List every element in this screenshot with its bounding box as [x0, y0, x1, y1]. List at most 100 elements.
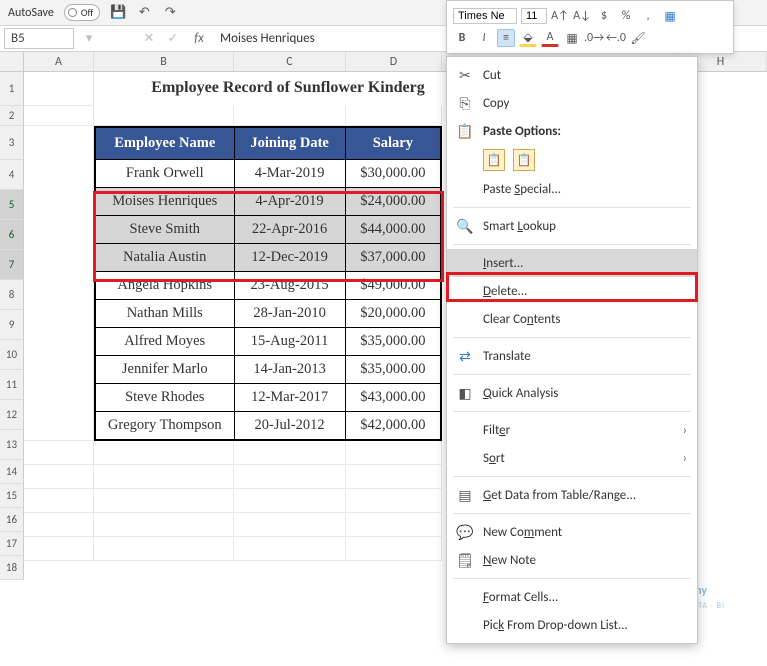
row-header-18[interactable]: 18: [0, 556, 24, 580]
cell-name[interactable]: Angela Hopkins: [95, 272, 234, 300]
font-name-input[interactable]: [453, 8, 517, 24]
cell[interactable]: [346, 489, 442, 513]
cell-name[interactable]: Steve Rhodes: [95, 384, 234, 412]
menu-smart-lookup[interactable]: 🔍 Smart Lookup: [447, 212, 697, 240]
cell[interactable]: [346, 106, 442, 126]
col-header-a[interactable]: A: [24, 52, 94, 71]
cell[interactable]: [24, 513, 94, 537]
row-header-1[interactable]: 1: [0, 72, 24, 106]
cell[interactable]: [346, 513, 442, 537]
row-header-9[interactable]: 9: [0, 310, 24, 340]
row-header-16[interactable]: 16: [0, 508, 24, 532]
table-row[interactable]: Angela Hopkins23-Aug-2015$49,000.00: [95, 272, 441, 300]
increase-font-icon[interactable]: A↑: [551, 7, 569, 25]
cell[interactable]: [94, 441, 234, 465]
format-painter-icon[interactable]: 🖌: [629, 29, 647, 47]
cell[interactable]: [234, 537, 346, 561]
name-box-dropdown-icon[interactable]: ▾: [80, 31, 98, 46]
menu-insert[interactable]: Insert...: [447, 249, 697, 277]
row-header-15[interactable]: 15: [0, 484, 24, 508]
row-header-12[interactable]: 12: [0, 400, 24, 430]
cell[interactable]: [94, 537, 234, 561]
align-icon[interactable]: ≡: [497, 29, 515, 47]
cell[interactable]: [94, 489, 234, 513]
menu-quick-analysis[interactable]: ◧ Quick Analysis: [447, 379, 697, 407]
cell[interactable]: [346, 537, 442, 561]
fx-icon[interactable]: fx: [188, 31, 210, 46]
col-header-c[interactable]: C: [234, 52, 346, 71]
font-size-input[interactable]: [521, 8, 547, 24]
cell[interactable]: [24, 106, 94, 126]
cell[interactable]: [94, 465, 234, 489]
cell-salary[interactable]: $43,000.00: [345, 384, 441, 412]
table-row[interactable]: Steve Smith22-Apr-2016$44,000.00: [95, 216, 441, 244]
cell[interactable]: [24, 489, 94, 513]
conditional-format-icon[interactable]: ▦: [661, 7, 679, 25]
cell-date[interactable]: 4-Apr-2019: [234, 188, 345, 216]
cell-name[interactable]: Frank Orwell: [95, 160, 234, 188]
row-header-4[interactable]: 4: [0, 160, 24, 190]
row-header-2[interactable]: 2: [0, 106, 24, 126]
row-header-14[interactable]: 14: [0, 460, 24, 484]
cell[interactable]: [234, 441, 346, 465]
percent-format-icon[interactable]: %: [617, 7, 635, 25]
cell[interactable]: [24, 465, 94, 489]
cell-date[interactable]: 14-Jan-2013: [234, 356, 345, 384]
cell-date[interactable]: 23-Aug-2015: [234, 272, 345, 300]
cell[interactable]: [24, 537, 94, 561]
row-header-8[interactable]: 8: [0, 280, 24, 310]
name-box[interactable]: B5: [4, 28, 74, 49]
cell-date[interactable]: 4-Mar-2019: [234, 160, 345, 188]
decrease-decimal-icon[interactable]: ←.0: [607, 29, 625, 47]
formula-text[interactable]: Moises Henriques: [216, 31, 315, 46]
cell-salary[interactable]: $44,000.00: [345, 216, 441, 244]
menu-clear-contents[interactable]: Clear Contents: [447, 305, 697, 333]
accounting-format-icon[interactable]: $: [595, 7, 613, 25]
cancel-formula-icon[interactable]: ✕: [140, 31, 158, 46]
row-header-11[interactable]: 11: [0, 370, 24, 400]
menu-new-comment[interactable]: 💬 New Comment: [447, 518, 697, 546]
table-row[interactable]: Alfred Moyes15-Aug-2011$35,000.00: [95, 328, 441, 356]
cell-salary[interactable]: $20,000.00: [345, 300, 441, 328]
cell-name[interactable]: Natalia Austin: [95, 244, 234, 272]
italic-icon[interactable]: I: [475, 29, 493, 47]
table-row[interactable]: Natalia Austin12-Dec-2019$37,000.00: [95, 244, 441, 272]
cell-date[interactable]: 28-Jan-2010: [234, 300, 345, 328]
menu-cut[interactable]: ✂ Cut: [447, 61, 697, 89]
menu-format-cells[interactable]: Format Cells...: [447, 583, 697, 611]
cell-salary[interactable]: $37,000.00: [345, 244, 441, 272]
cell[interactable]: [346, 465, 442, 489]
cell[interactable]: [24, 126, 94, 441]
cell-name[interactable]: Jennifer Marlo: [95, 356, 234, 384]
th-salary[interactable]: Salary: [345, 127, 441, 160]
menu-get-data[interactable]: ▤ Get Data from Table/Range...: [447, 481, 697, 509]
menu-copy[interactable]: ⎘ Copy: [447, 89, 697, 117]
cell-date[interactable]: 22-Apr-2016: [234, 216, 345, 244]
cell[interactable]: [234, 489, 346, 513]
cell[interactable]: [234, 106, 346, 126]
cell-salary[interactable]: $35,000.00: [345, 356, 441, 384]
row-header-3[interactable]: 3: [0, 126, 24, 160]
table-row[interactable]: Nathan Mills28-Jan-2010$20,000.00: [95, 300, 441, 328]
cell-date[interactable]: 20-Jul-2012: [234, 412, 345, 441]
th-date[interactable]: Joining Date: [234, 127, 345, 160]
row-header-5[interactable]: 5: [0, 190, 24, 220]
font-color-icon[interactable]: A: [541, 29, 559, 47]
cell-date[interactable]: 12-Dec-2019: [234, 244, 345, 272]
decrease-font-icon[interactable]: A↓: [573, 7, 591, 25]
enter-formula-icon[interactable]: ✓: [164, 31, 182, 46]
row-header-7[interactable]: 7: [0, 250, 24, 280]
cell-date[interactable]: 15-Aug-2011: [234, 328, 345, 356]
menu-pick-from-list[interactable]: Pick From Drop-down List...: [447, 611, 697, 639]
cell[interactable]: [234, 513, 346, 537]
bold-icon[interactable]: B: [453, 29, 471, 47]
cell[interactable]: [24, 72, 94, 106]
cell[interactable]: [94, 513, 234, 537]
cell-salary[interactable]: $42,000.00: [345, 412, 441, 441]
cell-name[interactable]: Gregory Thompson: [95, 412, 234, 441]
menu-sort[interactable]: Sort ›: [447, 444, 697, 472]
cell-name[interactable]: Steve Smith: [95, 216, 234, 244]
fill-color-icon[interactable]: ⬙: [519, 29, 537, 47]
save-icon[interactable]: 💾: [110, 5, 126, 21]
table-row[interactable]: Steve Rhodes12-Mar-2017$43,000.00: [95, 384, 441, 412]
